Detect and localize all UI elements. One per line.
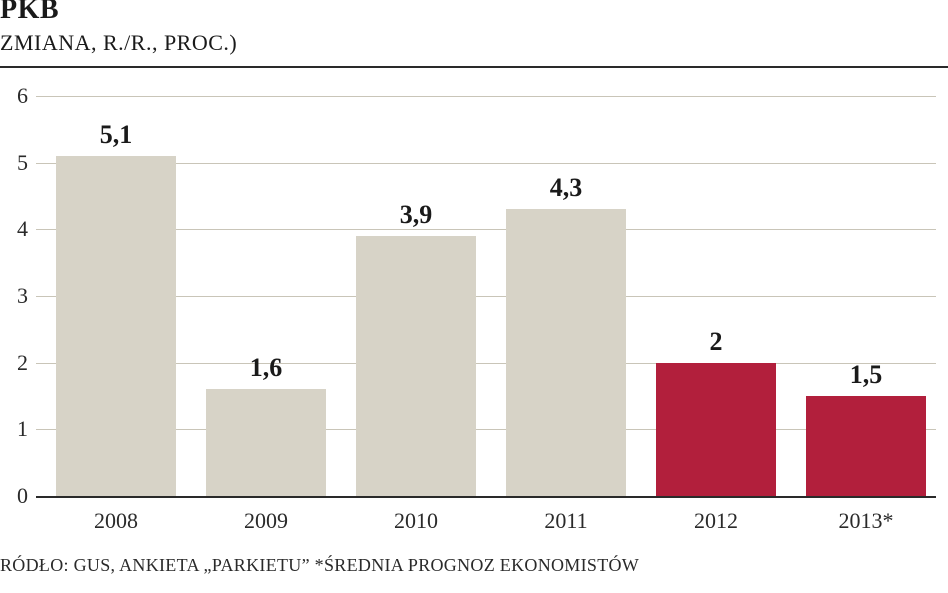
top-rule xyxy=(0,66,948,68)
x-tick-label: 2013* xyxy=(839,508,894,534)
y-tick-label: 4 xyxy=(0,216,28,242)
y-tick-label: 1 xyxy=(0,416,28,442)
plot-area: 01234565,11,63,94,321,5 xyxy=(36,96,936,496)
y-tick-label: 3 xyxy=(0,283,28,309)
source-note: RÓDŁO: GUS, ANKIETA „PARKIETU” *ŚREDNIA … xyxy=(0,555,639,576)
y-tick-label: 2 xyxy=(0,350,28,376)
y-tick-label: 6 xyxy=(0,83,28,109)
x-tick-label: 2010 xyxy=(394,508,438,534)
x-tick-label: 2009 xyxy=(244,508,288,534)
chart-container: PKB ZMIANA, R./R., PROC.) 0 1 2 3 4 5 6 5,1 1,6 3… xyxy=(0,0,948,593)
x-tick-label: 2012 xyxy=(694,508,738,534)
bar xyxy=(806,396,926,496)
bar-value-label: 1,5 xyxy=(850,360,883,390)
x-tick-label: 2011 xyxy=(544,508,587,534)
bar xyxy=(56,156,176,496)
x-tick-label: 2008 xyxy=(94,508,138,534)
bar xyxy=(356,236,476,496)
chart-title: PKB xyxy=(0,0,59,26)
chart-subtitle: ZMIANA, R./R., PROC.) xyxy=(0,30,237,56)
bar-value-label: 2 xyxy=(710,327,723,357)
bar-value-label: 3,9 xyxy=(400,200,433,230)
y-tick-label: 5 xyxy=(0,150,28,176)
bar xyxy=(206,389,326,496)
bar-value-label: 4,3 xyxy=(550,173,583,203)
y-tick-label: 0 xyxy=(0,483,28,509)
grid-line xyxy=(36,96,936,97)
bar xyxy=(656,363,776,496)
bar-value-label: 1,6 xyxy=(250,353,283,383)
x-axis-baseline xyxy=(36,496,936,498)
bar xyxy=(506,209,626,496)
bar-value-label: 5,1 xyxy=(100,120,133,150)
